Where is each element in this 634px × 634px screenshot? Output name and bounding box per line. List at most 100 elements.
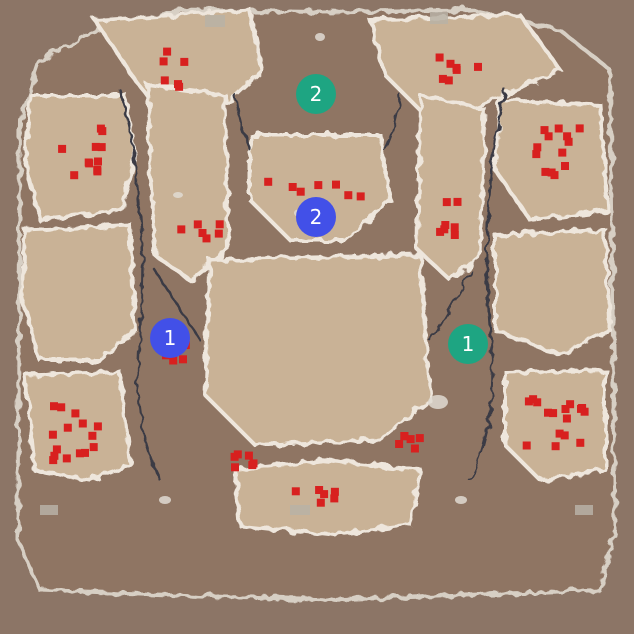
mineral <box>179 355 187 364</box>
mineral <box>444 76 453 85</box>
mineral <box>566 400 575 409</box>
mineral <box>193 220 202 229</box>
mineral <box>580 407 589 416</box>
mineral <box>560 431 569 440</box>
mineral <box>71 409 80 418</box>
mineral <box>50 451 59 460</box>
mineral <box>562 414 571 423</box>
doodads <box>40 12 593 515</box>
mineral <box>291 487 300 496</box>
marker-circle <box>296 197 336 237</box>
mineral <box>169 356 178 365</box>
mineral <box>453 197 462 206</box>
mineral <box>529 395 538 404</box>
mineral <box>159 57 168 66</box>
mineral <box>442 198 451 207</box>
mineral <box>575 124 584 133</box>
mineral <box>160 76 169 85</box>
mineral <box>564 137 573 146</box>
mineral <box>94 157 102 166</box>
marker-circle <box>296 74 336 114</box>
mineral <box>450 231 459 239</box>
start-location-marker[interactable]: 1 <box>448 324 488 364</box>
mineral <box>330 494 339 503</box>
mineral <box>98 127 107 136</box>
mineral <box>85 159 94 168</box>
mineral <box>214 229 223 238</box>
mineral <box>93 422 102 431</box>
mineral <box>533 398 542 407</box>
marker-label: 2 <box>310 205 323 229</box>
start-location-marker[interactable]: 1 <box>150 318 190 358</box>
mineral <box>356 192 365 201</box>
mineral <box>75 449 84 458</box>
mineral <box>316 498 325 507</box>
mineral <box>541 167 550 176</box>
mineral <box>440 225 449 234</box>
mineral <box>450 223 459 232</box>
mineral <box>70 171 79 180</box>
mineral <box>198 229 207 237</box>
mineral <box>244 451 253 460</box>
mineral <box>576 438 585 447</box>
mineral <box>296 187 305 196</box>
mineral <box>52 445 61 454</box>
mineral <box>288 183 297 191</box>
mineral <box>549 409 558 418</box>
marker-label: 2 <box>310 82 323 106</box>
start-location-marker[interactable]: 2 <box>296 197 336 237</box>
mineral <box>231 463 239 472</box>
mineral <box>233 450 242 459</box>
highground-plateaus <box>19 7 613 538</box>
marker-circle <box>448 324 488 364</box>
mineral <box>48 430 57 439</box>
mineral <box>438 74 447 83</box>
mineral <box>163 47 172 56</box>
mineral <box>97 143 106 152</box>
mineral <box>561 162 569 170</box>
mineral <box>435 53 444 62</box>
mineral <box>441 221 450 229</box>
mineral <box>395 440 404 448</box>
marker-label: 1 <box>164 326 177 350</box>
mineral <box>330 487 339 496</box>
mineral <box>174 80 182 89</box>
mineral <box>264 177 273 186</box>
mineral <box>554 124 563 133</box>
mineral <box>332 180 340 189</box>
mineral <box>555 429 564 438</box>
mineral <box>415 434 424 443</box>
mineral <box>563 132 572 141</box>
mineral <box>452 63 461 72</box>
mineral <box>544 132 553 141</box>
mineral <box>81 448 89 457</box>
mineral <box>524 397 533 406</box>
cliff-cracks <box>118 88 507 482</box>
mineral <box>558 148 567 157</box>
mineral <box>78 419 87 428</box>
mineral <box>93 167 102 176</box>
mineral <box>320 490 329 499</box>
marker-label: 1 <box>462 332 475 356</box>
mineral <box>91 142 100 151</box>
mineral <box>202 234 211 243</box>
mineral <box>57 403 66 412</box>
mineral <box>406 435 415 444</box>
mineral <box>532 150 541 159</box>
mineral <box>89 443 98 452</box>
mineral <box>547 168 556 177</box>
mineral <box>522 441 531 450</box>
mineral <box>410 444 419 453</box>
mineral <box>49 456 58 465</box>
mineral <box>344 191 353 200</box>
mineral <box>215 220 224 229</box>
marker-circle <box>150 318 190 358</box>
start-location-marker[interactable]: 2 <box>296 74 336 114</box>
mineral-fields <box>48 47 589 507</box>
mineral <box>544 408 552 417</box>
mineral <box>50 402 58 411</box>
mineral <box>177 225 186 234</box>
mineral <box>561 405 570 413</box>
mineral <box>446 59 455 68</box>
